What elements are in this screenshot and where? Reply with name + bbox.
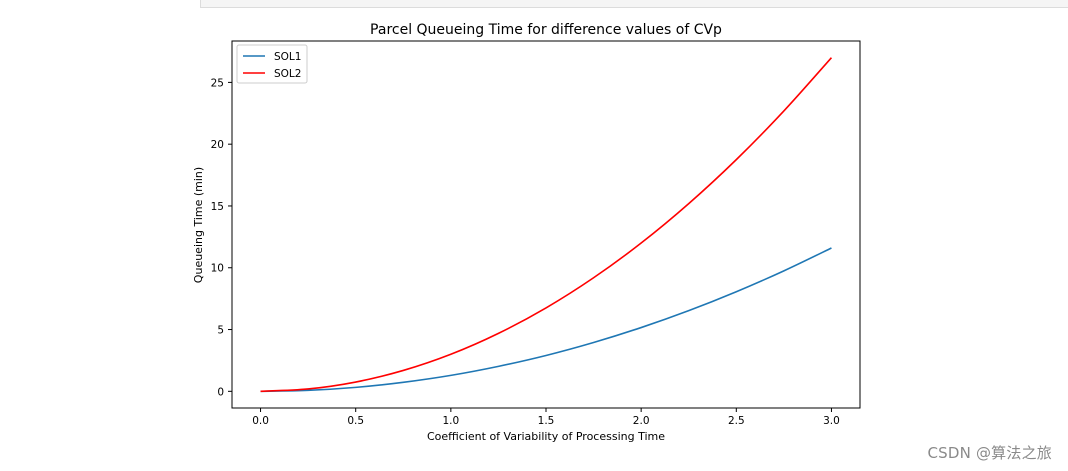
watermark: CSDN @算法之旅 <box>927 444 1052 462</box>
x-tick-label: 1.0 <box>442 415 459 427</box>
y-tick-label: 5 <box>217 325 224 337</box>
x-tick-label: 1.5 <box>538 415 555 427</box>
y-tick-label: 15 <box>211 201 224 213</box>
y-tick-label: 20 <box>211 139 224 151</box>
x-tick-label: 3.0 <box>823 415 840 427</box>
y-tick-label: 10 <box>211 263 224 275</box>
legend-label-sol2: SOL2 <box>274 68 301 80</box>
y-axis-label: Queueing Time (min) <box>192 167 205 283</box>
y-axis: 0 5 10 15 20 25 <box>211 77 232 398</box>
series-line-sol2 <box>260 57 833 393</box>
x-tick-label: 0.0 <box>252 415 269 427</box>
axes-frame <box>231 40 861 409</box>
chart-title: Parcel Queueing Time for difference valu… <box>370 22 722 38</box>
series-line-sol1 <box>260 247 832 393</box>
x-tick-label: 2.0 <box>633 415 650 427</box>
notebook-cell-border <box>200 0 1068 8</box>
x-tick-label: 0.5 <box>347 415 364 427</box>
x-tick-label: 2.5 <box>728 415 745 427</box>
legend: SOL1 SOL2 <box>236 44 308 84</box>
y-tick-label: 0 <box>217 386 224 398</box>
series-layer <box>260 57 833 393</box>
x-axis: 0.0 0.5 1.0 1.5 2.0 2.5 3.0 <box>252 408 840 427</box>
y-tick-label: 25 <box>211 77 224 89</box>
legend-label-sol1: SOL1 <box>274 51 301 63</box>
x-axis-label: Coefficient of Variability of Processing… <box>427 430 665 443</box>
